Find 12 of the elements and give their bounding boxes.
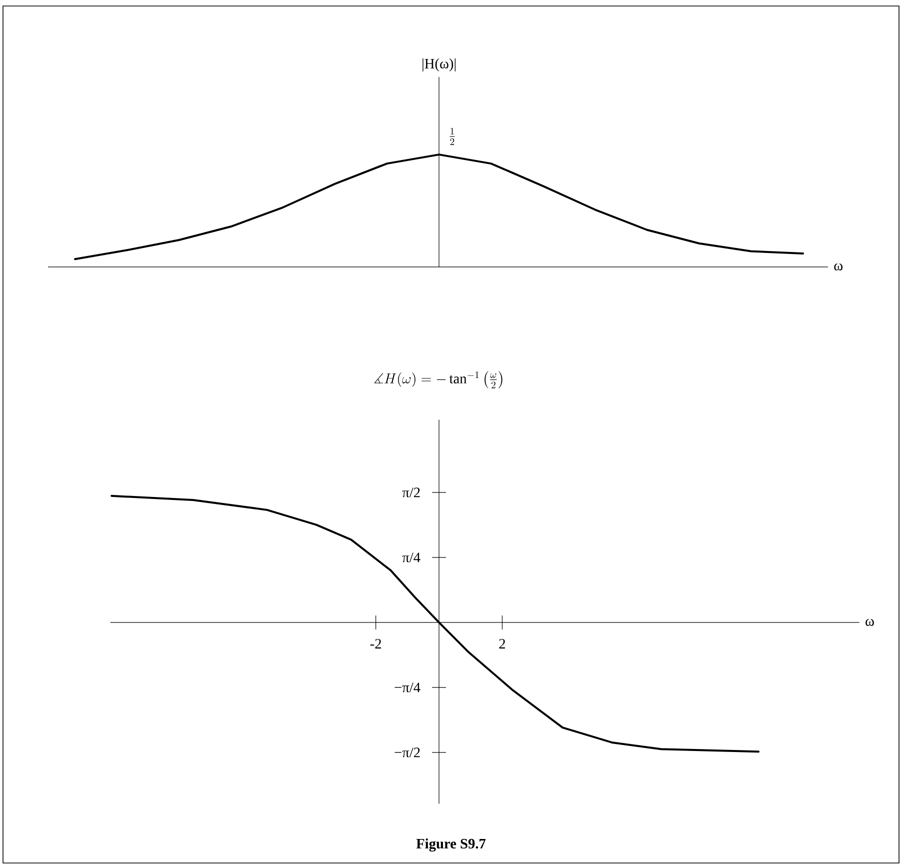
data-label: $\frac{1}{2}$ bbox=[450, 128, 455, 146]
y-tick-label: π/4 bbox=[402, 552, 420, 562]
x-tick-label: 2 bbox=[499, 638, 506, 648]
y-tick-label: −π/4 bbox=[394, 682, 420, 692]
y-tick-label: π/2 bbox=[402, 488, 420, 498]
y-axis-title: |H(ω)| bbox=[422, 58, 456, 72]
chart-title: $\measuredangle H(\omega) = -\tan^{-1}\left(\frac{\omega}{2}\right)$ bbox=[374, 371, 502, 388]
caption: Figure S9.7 bbox=[416, 838, 486, 852]
y-tick-label: −π/2 bbox=[394, 748, 420, 758]
x-axis-title: ω bbox=[834, 264, 843, 270]
x-tick-label: -2 bbox=[370, 638, 381, 648]
x-axis-title: ω bbox=[866, 619, 874, 626]
